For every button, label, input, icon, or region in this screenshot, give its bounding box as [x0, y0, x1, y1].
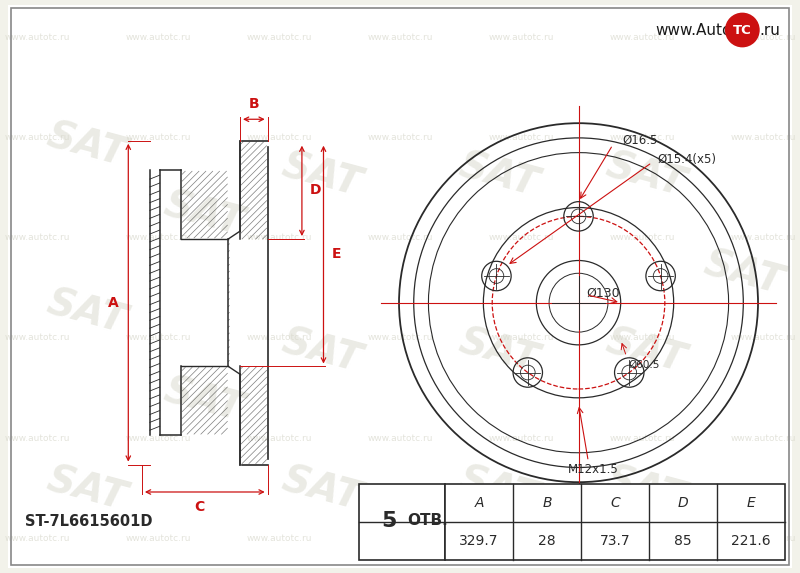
Text: Ø130: Ø130	[586, 286, 620, 299]
Text: SAT: SAT	[42, 117, 130, 175]
Text: www.autotc.ru: www.autotc.ru	[367, 333, 433, 343]
Text: www.autotc.ru: www.autotc.ru	[730, 533, 796, 543]
Text: www.autotc.ru: www.autotc.ru	[609, 333, 674, 343]
Text: www.autotc.ru: www.autotc.ru	[4, 233, 70, 242]
Text: SAT: SAT	[454, 323, 542, 380]
Text: A: A	[474, 496, 484, 510]
Text: www.autotc.ru: www.autotc.ru	[126, 134, 191, 143]
Bar	[359, 484, 445, 560]
Text: ОТВ.: ОТВ.	[407, 513, 448, 528]
Text: www.autotc.ru: www.autotc.ru	[4, 134, 70, 143]
Text: ST-7L6615601D: ST-7L6615601D	[26, 515, 153, 529]
Text: M12x1.5: M12x1.5	[568, 462, 618, 476]
Text: www.autotc.ru: www.autotc.ru	[246, 333, 312, 343]
Text: www.autotc.ru: www.autotc.ru	[246, 233, 312, 242]
Text: SAT: SAT	[42, 460, 130, 518]
Text: www.autotc.ru: www.autotc.ru	[126, 233, 191, 242]
Text: Ø60.5: Ø60.5	[629, 360, 660, 370]
Text: www.autotc.ru: www.autotc.ru	[246, 33, 312, 42]
Text: SAT: SAT	[42, 284, 130, 342]
Text: 5: 5	[382, 511, 397, 531]
Text: www.autotc.ru: www.autotc.ru	[609, 533, 674, 543]
Text: SAT: SAT	[699, 245, 787, 302]
Text: www.autotc.ru: www.autotc.ru	[4, 333, 70, 343]
Text: www.autotc.ru: www.autotc.ru	[730, 434, 796, 442]
Text: www.autotc.ru: www.autotc.ru	[488, 333, 554, 343]
Text: SAT: SAT	[160, 372, 248, 430]
Text: www.autotc.ru: www.autotc.ru	[126, 333, 191, 343]
Text: SAT: SAT	[278, 323, 366, 380]
Text: 28: 28	[538, 534, 556, 548]
Text: www.autotc.ru: www.autotc.ru	[126, 434, 191, 442]
Text: .ru: .ru	[759, 22, 780, 37]
Text: www.autotc.ru: www.autotc.ru	[488, 533, 554, 543]
Text: SAT: SAT	[454, 146, 542, 204]
Text: Ø15.4(x5): Ø15.4(x5)	[657, 153, 716, 166]
Circle shape	[726, 13, 759, 46]
Text: www.autotc.ru: www.autotc.ru	[367, 434, 433, 442]
Text: A: A	[108, 296, 118, 309]
Text: E: E	[746, 496, 755, 510]
Text: SAT: SAT	[602, 323, 689, 380]
Text: www.autotc.ru: www.autotc.ru	[246, 134, 312, 143]
Text: SAT: SAT	[602, 146, 689, 204]
Text: E: E	[331, 246, 341, 261]
Text: D: D	[310, 183, 322, 197]
Text: www.Auto: www.Auto	[655, 22, 731, 37]
Text: www.autotc.ru: www.autotc.ru	[609, 33, 674, 42]
Text: SAT: SAT	[454, 460, 542, 518]
Text: B: B	[249, 97, 259, 111]
Text: TC: TC	[733, 23, 752, 37]
Text: www.autotc.ru: www.autotc.ru	[126, 33, 191, 42]
Text: www.autotc.ru: www.autotc.ru	[730, 134, 796, 143]
Text: www.autotc.ru: www.autotc.ru	[609, 233, 674, 242]
Text: 221.6: 221.6	[730, 534, 770, 548]
Text: B: B	[542, 496, 552, 510]
Text: www.autotc.ru: www.autotc.ru	[488, 233, 554, 242]
Text: SAT: SAT	[602, 460, 689, 518]
Text: www.autotc.ru: www.autotc.ru	[488, 134, 554, 143]
Text: www.autotc.ru: www.autotc.ru	[488, 434, 554, 442]
Text: www.autotc.ru: www.autotc.ru	[367, 33, 433, 42]
Text: www.autotc.ru: www.autotc.ru	[4, 533, 70, 543]
Text: www.autotc.ru: www.autotc.ru	[730, 233, 796, 242]
Text: www.autotc.ru: www.autotc.ru	[488, 33, 554, 42]
Text: 73.7: 73.7	[599, 534, 630, 548]
Bar	[445, 484, 785, 560]
Text: C: C	[194, 500, 204, 514]
Text: www.autotc.ru: www.autotc.ru	[730, 33, 796, 42]
Text: 85: 85	[674, 534, 691, 548]
Text: www.autotc.ru: www.autotc.ru	[126, 533, 191, 543]
Text: www.autotc.ru: www.autotc.ru	[246, 434, 312, 442]
Text: D: D	[678, 496, 688, 510]
Text: SAT: SAT	[160, 186, 248, 243]
Text: www.autotc.ru: www.autotc.ru	[367, 134, 433, 143]
Text: SAT: SAT	[278, 146, 366, 204]
Text: www.autotc.ru: www.autotc.ru	[246, 533, 312, 543]
Text: SAT: SAT	[278, 460, 366, 518]
Text: www.autotc.ru: www.autotc.ru	[4, 434, 70, 442]
Text: 329.7: 329.7	[459, 534, 499, 548]
Text: www.autotc.ru: www.autotc.ru	[609, 134, 674, 143]
Text: www.autotc.ru: www.autotc.ru	[367, 233, 433, 242]
Text: C: C	[610, 496, 620, 510]
Text: www.autotc.ru: www.autotc.ru	[609, 434, 674, 442]
Text: Ø16.5: Ø16.5	[622, 134, 658, 146]
Text: www.autotc.ru: www.autotc.ru	[730, 333, 796, 343]
Text: www.autotc.ru: www.autotc.ru	[4, 33, 70, 42]
Text: www.autotc.ru: www.autotc.ru	[367, 533, 433, 543]
